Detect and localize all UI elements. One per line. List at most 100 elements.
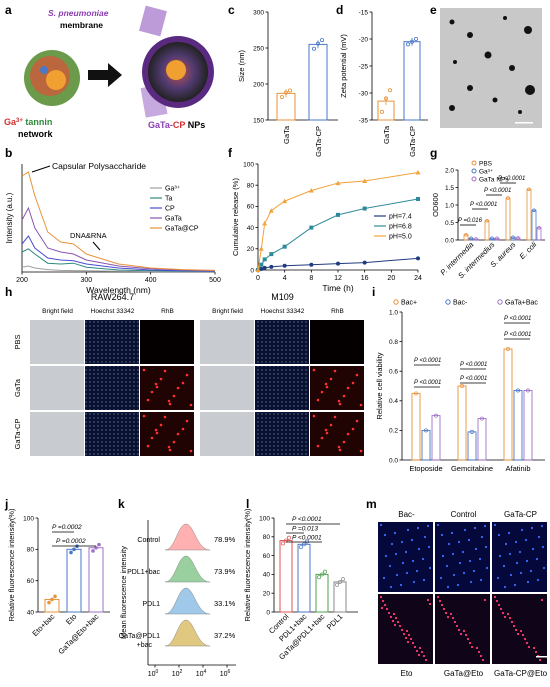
- cell-signal: [514, 540, 518, 544]
- data-point: [317, 575, 321, 580]
- row-label: Control: [137, 537, 160, 544]
- row-value: 78.9%: [214, 535, 236, 544]
- x-tick-label: E. coli: [518, 240, 539, 261]
- rhb-signal: [181, 427, 185, 431]
- y-tick-label: 40: [247, 225, 255, 232]
- panel-letter-b: b: [5, 146, 12, 160]
- data-point: [282, 263, 287, 268]
- rhb-signal: [342, 440, 346, 444]
- data-point: [335, 582, 339, 587]
- bar: [411, 392, 421, 461]
- cell-signal: [446, 615, 450, 619]
- cell-signal: [410, 538, 414, 542]
- nanoparticle-dot: [467, 32, 473, 38]
- data-point: [495, 236, 499, 241]
- row-value: 33.1%: [214, 599, 236, 608]
- cell-signal: [413, 645, 417, 649]
- cell-signal: [457, 628, 461, 632]
- p-value-label: P <0.0001: [292, 535, 322, 542]
- histogram-peak: [164, 587, 211, 615]
- cell-signal: [395, 573, 399, 577]
- legend-label: Bac+: [401, 300, 417, 307]
- panel-letter-m: m: [366, 497, 377, 511]
- cell-signal: [493, 523, 497, 527]
- y-tick-label: -25: [359, 63, 369, 70]
- cell-signal: [506, 612, 510, 616]
- x-tick-label: 12: [334, 275, 342, 282]
- data-point: [262, 265, 267, 270]
- x-tick-label: GaTa: [382, 125, 391, 144]
- panel-c-size-chart: 150 200 250 300 Size (nm) GaTa GaTa-CP: [237, 9, 338, 157]
- y-tick-label: 0: [250, 267, 254, 274]
- cell-signal: [483, 524, 487, 528]
- microscopy-image: [378, 594, 433, 664]
- cell-signal: [518, 550, 522, 554]
- panel-h-microscopy: RAW264.7 Bright field Hoechst 33342 RhB M109…: [13, 292, 364, 456]
- cell-signal: [436, 523, 440, 527]
- rhb-signal: [185, 373, 189, 377]
- cell-signal: [461, 550, 465, 554]
- rhb-signal: [320, 390, 324, 394]
- y-tick-label: 0.0: [445, 237, 454, 244]
- bar: [510, 236, 516, 241]
- ga-tannin-label: Ga3+ tannin: [4, 117, 52, 127]
- cell-signal: [391, 619, 395, 623]
- cell-signal: [455, 624, 459, 628]
- cell-signal: [468, 559, 472, 563]
- cell-signal: [515, 561, 519, 565]
- cell-signal: [405, 629, 409, 633]
- annotation-arrow: [92, 241, 101, 251]
- p-value-label: P <0.0001: [504, 332, 531, 338]
- x-tick-label: Afatinib: [505, 464, 530, 473]
- cell-signal: [516, 632, 520, 636]
- panel-k-histogram: Control 78.9% PDL1+bac 73.9% PDL1 33.1% GaTa@P…: [119, 520, 236, 678]
- legend-label: Bac-: [453, 300, 468, 307]
- data-point: [341, 577, 345, 582]
- cell-signal: [442, 607, 446, 611]
- bar: [505, 197, 511, 241]
- legend-swatch: [497, 299, 503, 305]
- x-tick-label: 8: [309, 275, 313, 282]
- y-tick-label: 80: [27, 547, 35, 554]
- data-point: [269, 264, 274, 269]
- cell-signal: [393, 623, 397, 627]
- cell-signal: [402, 632, 406, 636]
- series-line: [21, 206, 216, 272]
- p-value-label: P <0.0001: [498, 176, 525, 182]
- data-point: [537, 226, 541, 230]
- cell-signal: [457, 540, 461, 544]
- data-point: [480, 416, 484, 421]
- bar: [531, 209, 537, 241]
- cell-signal: [409, 637, 413, 641]
- cell-signal: [439, 576, 443, 580]
- column-label: Eto: [400, 669, 413, 678]
- p-value-label: P <0.0001: [292, 516, 322, 523]
- cell-signal: [388, 564, 392, 568]
- annotation-arrow: [31, 165, 51, 173]
- y-tick-label: 40: [27, 609, 35, 616]
- cell-signal: [534, 650, 538, 654]
- panel-letter-g: g: [430, 146, 437, 160]
- row-label: +bac: [137, 642, 153, 649]
- p-value-label: P <0.0001: [484, 188, 511, 194]
- cell-signal: [484, 545, 488, 549]
- rhb-signal: [159, 423, 163, 427]
- scale-bar: [515, 122, 533, 124]
- cell-signal: [400, 628, 404, 632]
- rhb-signal: [154, 382, 158, 386]
- cell-signal: [497, 533, 501, 537]
- x-tick-label: 500: [209, 277, 221, 284]
- data-point: [415, 169, 421, 175]
- y-tick-label: -35: [359, 117, 369, 124]
- data-point: [383, 96, 388, 101]
- rhb-signal: [159, 377, 163, 381]
- rhb-image: [310, 366, 364, 410]
- cell-signal: [428, 566, 432, 570]
- row-label: GaTa: [13, 378, 22, 397]
- panel-letter-k: k: [118, 497, 125, 511]
- cell-signal: [412, 580, 416, 584]
- data-point: [281, 541, 285, 546]
- x-tick-label: 200: [16, 277, 28, 284]
- y-tick-label: 100: [259, 515, 270, 522]
